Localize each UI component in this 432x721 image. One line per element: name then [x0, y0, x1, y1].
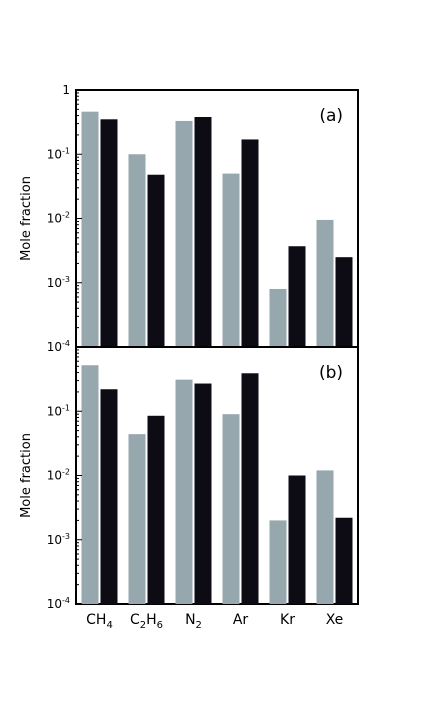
bar-a-n2-series2	[194, 116, 212, 347]
bar-b-c2h6-series2	[147, 415, 165, 604]
plot-frame-b	[75, 346, 359, 605]
bar-a-ar-series2	[241, 139, 259, 347]
plot-frame-a	[75, 89, 359, 348]
y-tick-label-a: 10-3	[47, 275, 70, 290]
y-tick-label-a: 10-1	[47, 146, 70, 161]
y-tick-label-b: 10-3	[47, 532, 70, 547]
bar-b-kr-series2	[288, 475, 306, 604]
bar-a-ar-series1	[222, 173, 240, 347]
bar-b-ar-series2	[241, 373, 259, 604]
bar-a-ch4-series2	[100, 119, 118, 347]
bar-a-xe-series2	[335, 257, 353, 347]
bar-b-n2-series2	[194, 383, 212, 604]
y-tick-label-b: 10-1	[47, 403, 70, 418]
x-tick-label-ch4: CH4	[86, 612, 113, 631]
x-tick-label-kr: Kr	[280, 612, 295, 628]
panel-label-b: (b)	[319, 363, 343, 383]
panel-label-a: (a)	[319, 106, 343, 126]
bar-b-xe-series1	[316, 470, 334, 604]
y-tick-label-a: 10-4	[47, 339, 70, 354]
bar-a-n2-series1	[175, 120, 193, 347]
y-tick-label-a: 1	[62, 83, 70, 97]
x-tick-label-ar: Ar	[233, 612, 249, 628]
bar-b-c2h6-series1	[128, 434, 146, 604]
bar-a-kr-series1	[269, 288, 287, 347]
bar-b-ch4-series2	[100, 389, 118, 604]
y-axis-label: Mole fraction	[19, 433, 34, 518]
bar-a-kr-series2	[288, 246, 306, 347]
y-tick-label-a: 10-2	[47, 211, 70, 226]
bar-a-xe-series1	[316, 219, 334, 347]
bar-b-xe-series2	[335, 517, 353, 604]
bar-a-ch4-series1	[81, 111, 99, 347]
y-tick-label-b: 10-2	[47, 468, 70, 483]
bar-b-ar-series1	[222, 414, 240, 604]
bar-b-ch4-series1	[81, 365, 99, 604]
y-tick-label-b: 10-4	[47, 596, 70, 611]
x-tick-label-xe: Xe	[326, 612, 344, 628]
x-tick-label-c2h6: C2H6	[130, 612, 163, 631]
y-axis-label: Mole fraction	[19, 176, 34, 261]
bar-b-kr-series1	[269, 520, 287, 604]
bar-a-c2h6-series2	[147, 174, 165, 347]
bar-b-n2-series1	[175, 379, 193, 604]
bar-a-c2h6-series1	[128, 154, 146, 347]
x-tick-label-n2: N2	[185, 612, 202, 631]
